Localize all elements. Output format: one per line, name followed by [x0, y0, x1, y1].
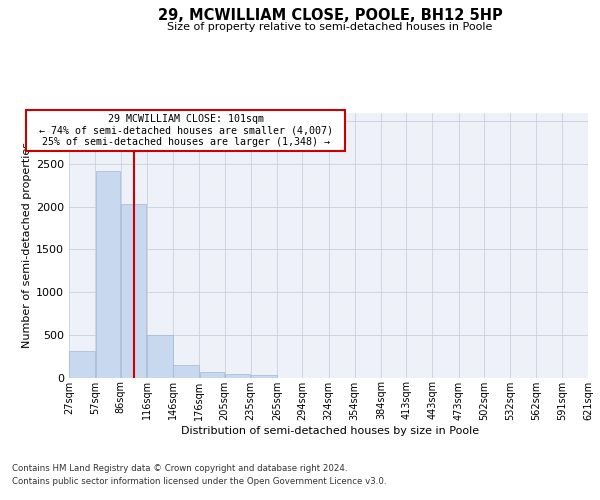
- Bar: [147, 335, 173, 378]
- Text: Contains HM Land Registry data © Crown copyright and database right 2024.: Contains HM Land Registry data © Crown c…: [12, 464, 347, 473]
- Text: Distribution of semi-detached houses by size in Poole: Distribution of semi-detached houses by …: [181, 426, 479, 436]
- Text: Size of property relative to semi-detached houses in Poole: Size of property relative to semi-detach…: [167, 22, 493, 32]
- Text: 29, MCWILLIAM CLOSE, POOLE, BH12 5HP: 29, MCWILLIAM CLOSE, POOLE, BH12 5HP: [158, 8, 502, 22]
- Bar: [225, 374, 250, 378]
- Bar: [173, 365, 199, 378]
- Bar: [200, 372, 224, 378]
- Text: 29 MCWILLIAM CLOSE: 101sqm  
← 74% of semi-detached houses are smaller (4,007)
 : 29 MCWILLIAM CLOSE: 101sqm ← 74% of semi…: [30, 114, 342, 147]
- Bar: [121, 204, 146, 378]
- Bar: [70, 351, 95, 378]
- Bar: [95, 170, 120, 378]
- Bar: [251, 375, 277, 378]
- Text: Contains public sector information licensed under the Open Government Licence v3: Contains public sector information licen…: [12, 477, 386, 486]
- Y-axis label: Number of semi-detached properties: Number of semi-detached properties: [22, 142, 32, 348]
